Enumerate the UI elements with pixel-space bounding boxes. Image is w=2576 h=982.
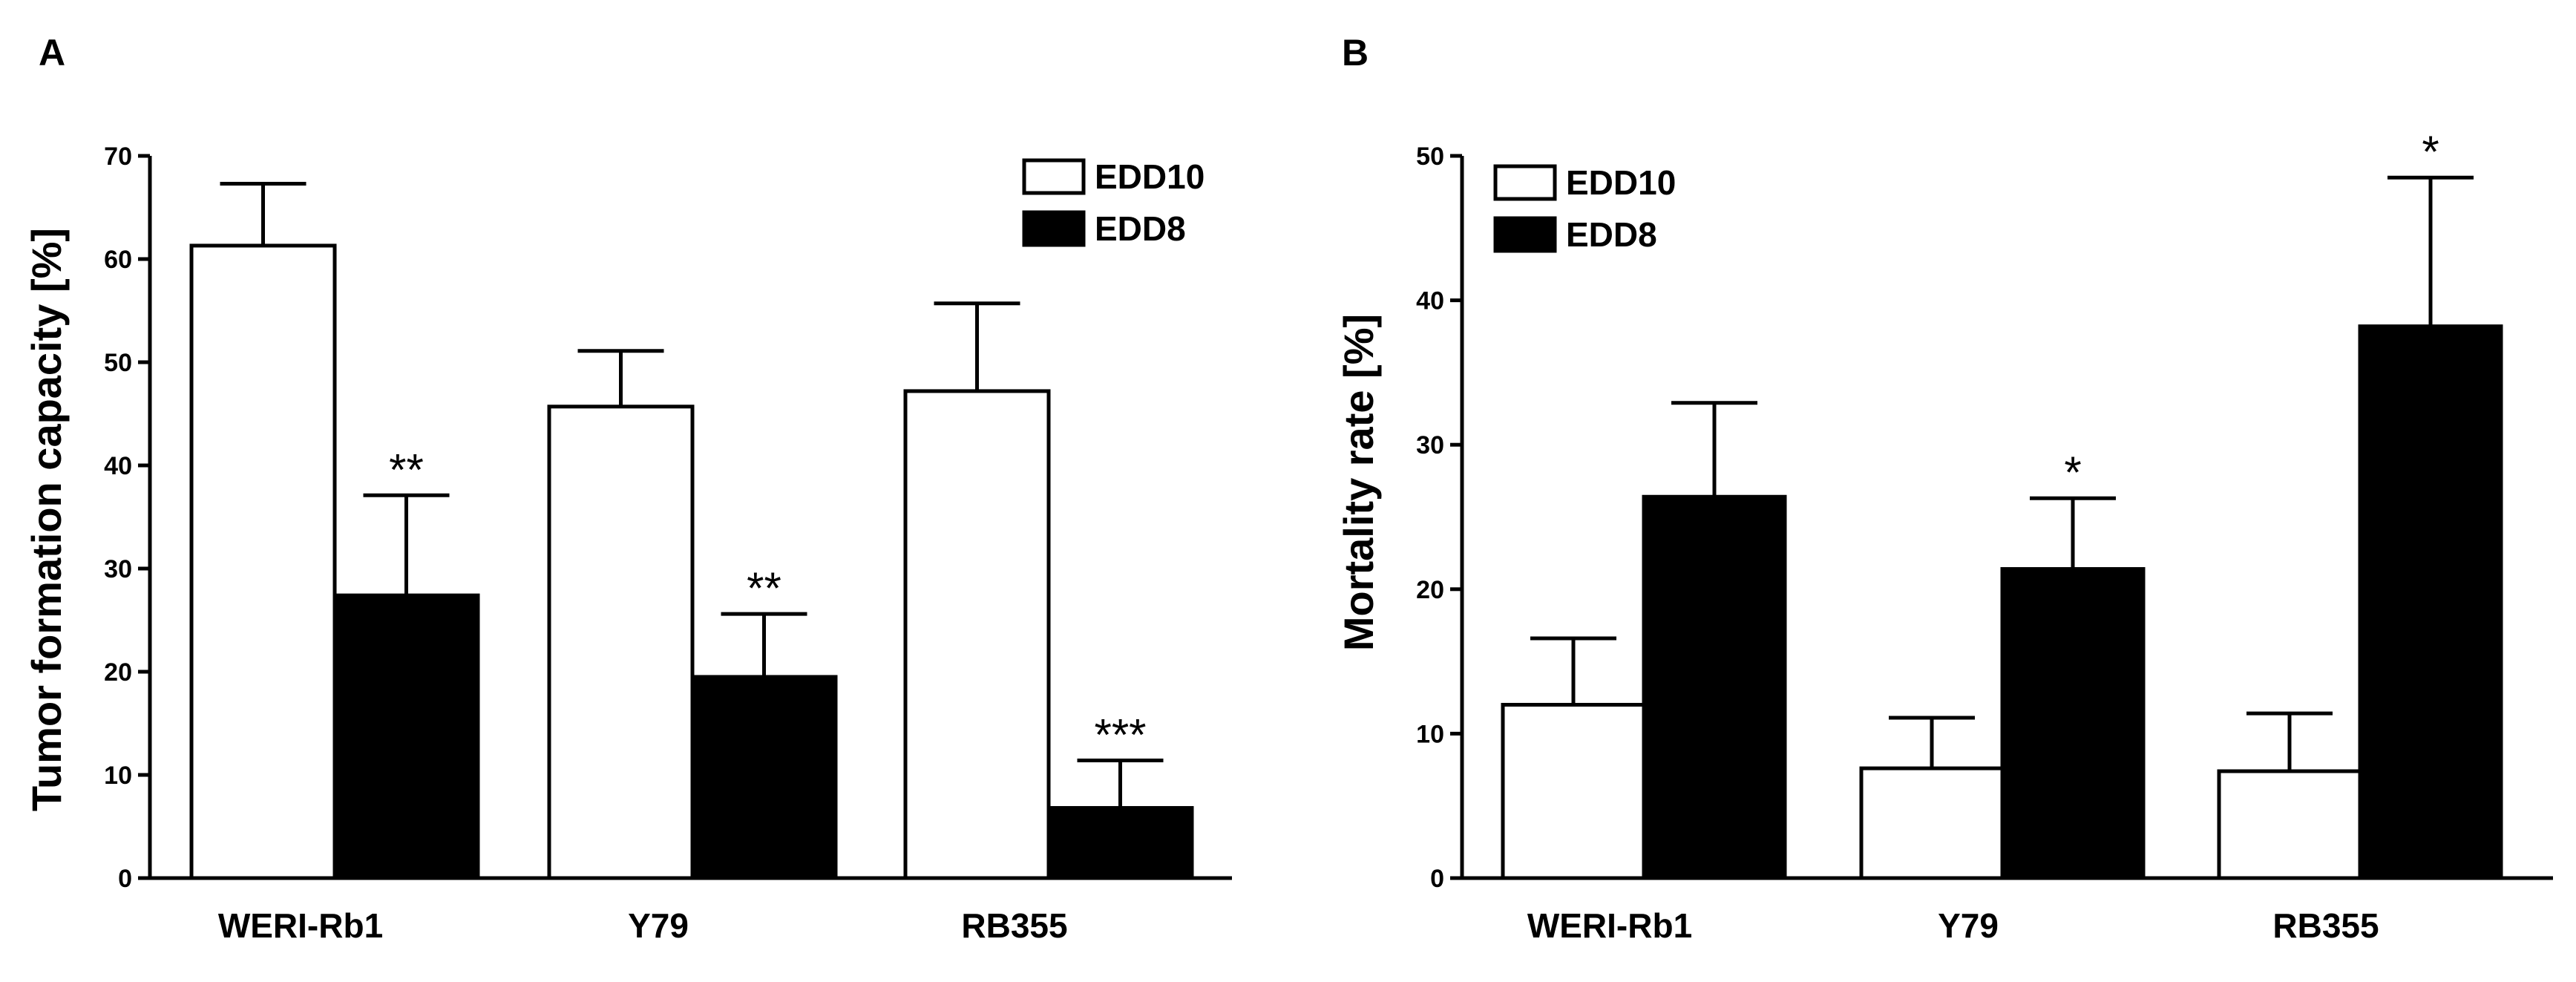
panel-b-y-ticks: 0 10 20 30 40 50	[1416, 143, 1462, 893]
panel-a-legend-swatch-edd10	[1022, 158, 1086, 195]
panel-b-significance-mark: *	[2422, 127, 2439, 177]
panel-a-category-labels: WERI-Rb1 Y79 RB355	[218, 906, 1068, 945]
panel-a-y-ticks: 0 10 20 30 40 50 60 70	[104, 143, 150, 893]
panel-a-significance-marks: *******	[389, 445, 1146, 759]
panel-b-y-tick-label: 10	[1416, 720, 1444, 748]
panel-b-y-axis-title: Mortality rate [%]	[1335, 314, 1382, 651]
panel-b-bar-edd10-weri-rb1	[1501, 702, 1646, 880]
panel-b-bar-edd8-y79	[2000, 567, 2146, 880]
panel-b-significance-marks: **	[2064, 127, 2439, 497]
panel-a-bar-edd8-y79	[690, 675, 838, 880]
panel-a-y-tick-label: 30	[104, 555, 132, 583]
panel-b-letter: B	[1342, 32, 1369, 73]
panel-a-significance-mark: ***	[1094, 710, 1146, 760]
panel-b-y-tick-label: 40	[1416, 287, 1444, 315]
panel-b-axes	[1460, 156, 2553, 880]
panel-a-y-tick-label: 50	[104, 349, 132, 377]
panel-a-category-label: WERI-Rb1	[218, 906, 383, 945]
panel-a-bar-edd10-rb355	[903, 389, 1051, 880]
panel-a-bars	[189, 182, 1194, 880]
panel-b-y-tick-label: 0	[1430, 865, 1444, 893]
panel-a-y-tick-label: 60	[104, 246, 132, 274]
panel-b-category-label: Y79	[1938, 906, 1999, 945]
panel-a-category-label: RB355	[961, 906, 1067, 945]
panel-b-bar-edd8-rb355	[2358, 324, 2503, 880]
panel-a-legend-label-edd8: EDD8	[1095, 209, 1186, 248]
panel-a-y-tick-label: 70	[104, 143, 132, 171]
panel-a-significance-mark: **	[389, 445, 424, 494]
panel-a-letter: A	[39, 32, 65, 73]
panel-a-bar-edd10-weri-rb1	[189, 243, 337, 880]
panel-a-significance-mark: **	[747, 563, 781, 613]
panel-b-legend-label-edd8: EDD8	[1566, 215, 1657, 254]
panel-a-bar-edd8-rb355	[1046, 805, 1194, 880]
panel-a-y-tick-label: 40	[104, 452, 132, 480]
panel-b-legend-swatch-edd8	[1493, 216, 1557, 253]
panel-b-bar-edd10-y79	[1859, 766, 2005, 880]
panel-a-legend-label-edd10: EDD10	[1095, 157, 1205, 196]
panel-b-y-tick-label: 50	[1416, 143, 1444, 171]
panel-a-axes	[148, 156, 1232, 880]
panel-b-bar-edd10-rb355	[2217, 769, 2362, 880]
panel-b-legend: EDD10 EDD8	[1493, 163, 1676, 254]
panel-b-bar-edd8-weri-rb1	[1642, 494, 1787, 880]
panel-a-bar-edd10-y79	[547, 405, 695, 880]
panel-b-category-label: WERI-Rb1	[1527, 906, 1692, 945]
panel-b-category-label: RB355	[2272, 906, 2379, 945]
panel-a-legend-swatch-edd8	[1022, 210, 1086, 247]
panel-a-bar-edd8-weri-rb1	[332, 593, 480, 880]
panel-b-significance-mark: *	[2064, 448, 2081, 497]
panel-b-y-tick-label: 20	[1416, 576, 1444, 604]
panel-a-y-tick-label: 10	[104, 762, 132, 790]
panel-a-legend: EDD10 EDD8	[1022, 157, 1205, 248]
panel-a: A Tumor formation capacity [%] 0 10 20 30 40…	[23, 32, 1232, 945]
panel-b-legend-swatch-edd10	[1493, 164, 1557, 201]
panel-a-y-tick-label: 0	[118, 865, 132, 893]
panel-b-legend-label-edd10: EDD10	[1566, 163, 1676, 202]
panel-b-y-tick-label: 30	[1416, 431, 1444, 459]
panel-b: B Mortality rate [%] 0 10 20 30 40 50 WERI-Rb…	[1335, 32, 2553, 945]
panel-a-category-label: Y79	[628, 906, 689, 945]
panel-b-category-labels: WERI-Rb1 Y79 RB355	[1527, 906, 2379, 945]
panel-a-y-axis-title: Tumor formation capacity [%]	[23, 228, 70, 811]
panel-a-y-tick-label: 20	[104, 658, 132, 687]
